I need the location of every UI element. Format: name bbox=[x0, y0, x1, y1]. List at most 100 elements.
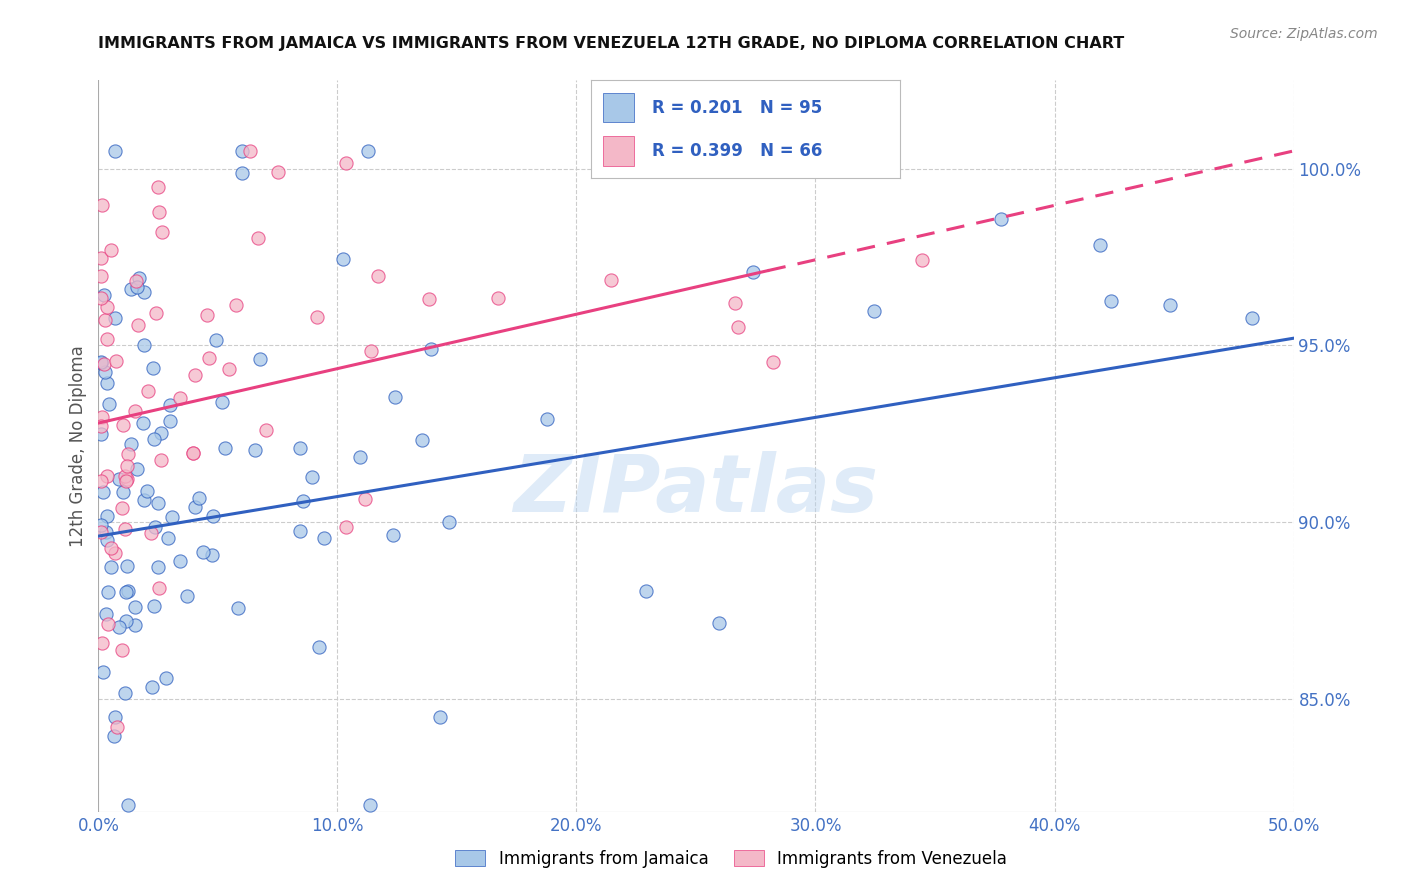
Point bbox=[96, 509, 118, 524]
Point bbox=[184, 500, 207, 515]
Point bbox=[107, 720, 129, 734]
Point bbox=[104, 144, 127, 158]
Point bbox=[211, 395, 233, 409]
Point bbox=[127, 279, 149, 293]
Point bbox=[136, 484, 159, 499]
Point bbox=[90, 474, 112, 488]
Point bbox=[381, 528, 404, 542]
Point bbox=[142, 360, 165, 375]
Point bbox=[411, 433, 433, 447]
Point bbox=[96, 332, 118, 346]
Point bbox=[117, 583, 139, 598]
Point bbox=[145, 306, 167, 320]
Point bbox=[90, 355, 112, 369]
Point bbox=[354, 491, 377, 506]
Point bbox=[96, 533, 118, 547]
Point bbox=[191, 545, 214, 559]
Point bbox=[105, 354, 128, 368]
Point bbox=[112, 485, 135, 500]
Point bbox=[114, 522, 136, 536]
Point bbox=[245, 442, 267, 457]
Point bbox=[107, 471, 129, 485]
Point bbox=[1240, 310, 1263, 325]
Point bbox=[124, 273, 146, 287]
Point bbox=[103, 729, 125, 743]
Point bbox=[301, 470, 323, 484]
Point bbox=[91, 485, 114, 500]
Point bbox=[181, 445, 204, 459]
Point bbox=[536, 411, 558, 425]
Point bbox=[863, 303, 886, 318]
Text: R = 0.399   N = 66: R = 0.399 N = 66 bbox=[652, 142, 823, 160]
Point bbox=[90, 291, 112, 305]
Point bbox=[1088, 238, 1111, 252]
Point bbox=[90, 524, 112, 539]
Point bbox=[214, 441, 236, 455]
Point bbox=[201, 509, 224, 524]
Legend: Immigrants from Jamaica, Immigrants from Venezuela: Immigrants from Jamaica, Immigrants from… bbox=[449, 844, 1014, 875]
Point bbox=[90, 268, 112, 283]
Point bbox=[114, 585, 136, 599]
Text: IMMIGRANTS FROM JAMAICA VS IMMIGRANTS FROM VENEZUELA 12TH GRADE, NO DIPLOMA CORR: IMMIGRANTS FROM JAMAICA VS IMMIGRANTS FR… bbox=[98, 36, 1125, 51]
Point bbox=[148, 204, 170, 219]
Point bbox=[307, 310, 329, 324]
Point bbox=[291, 494, 314, 508]
Point bbox=[266, 165, 288, 179]
Point bbox=[127, 462, 149, 476]
Point bbox=[1099, 294, 1122, 309]
Point bbox=[117, 559, 139, 574]
Point bbox=[308, 640, 330, 655]
Point bbox=[96, 524, 118, 539]
Point bbox=[911, 253, 934, 268]
Point bbox=[741, 265, 763, 279]
Point bbox=[990, 212, 1012, 227]
Point bbox=[169, 391, 191, 405]
Point bbox=[314, 531, 336, 545]
Point bbox=[97, 616, 120, 631]
Point bbox=[124, 404, 146, 418]
Point bbox=[184, 368, 207, 383]
Point bbox=[159, 398, 181, 412]
Point bbox=[724, 295, 747, 310]
Point bbox=[128, 271, 150, 285]
Point bbox=[367, 268, 389, 283]
Point bbox=[104, 546, 127, 560]
Point bbox=[486, 291, 509, 305]
Point bbox=[246, 231, 269, 245]
Point bbox=[90, 356, 112, 370]
Point bbox=[136, 384, 159, 398]
Point bbox=[335, 156, 357, 170]
Point bbox=[205, 333, 228, 347]
Point bbox=[148, 581, 170, 595]
Point bbox=[111, 417, 134, 432]
Point bbox=[249, 352, 271, 367]
Point bbox=[127, 318, 149, 333]
Bar bbox=[603, 93, 634, 122]
Point bbox=[429, 710, 451, 724]
Text: ZIPatlas: ZIPatlas bbox=[513, 450, 879, 529]
Point bbox=[114, 469, 136, 483]
Point bbox=[139, 525, 162, 540]
Point bbox=[91, 636, 114, 650]
Point bbox=[707, 616, 730, 631]
Point bbox=[91, 410, 114, 425]
Point bbox=[131, 416, 153, 430]
Point bbox=[111, 501, 134, 516]
Point bbox=[176, 589, 198, 603]
Point bbox=[357, 144, 380, 158]
Point bbox=[96, 300, 118, 314]
Point bbox=[146, 560, 169, 574]
Point bbox=[762, 355, 785, 369]
Point bbox=[254, 424, 277, 438]
Point bbox=[94, 313, 117, 327]
Point bbox=[96, 376, 118, 390]
Point bbox=[108, 620, 131, 634]
Point bbox=[94, 365, 117, 379]
Point bbox=[111, 643, 134, 657]
Point bbox=[156, 531, 179, 545]
Point bbox=[150, 453, 173, 467]
Point bbox=[198, 351, 221, 365]
Point bbox=[100, 559, 122, 574]
Point bbox=[169, 554, 191, 568]
Point bbox=[91, 665, 114, 679]
